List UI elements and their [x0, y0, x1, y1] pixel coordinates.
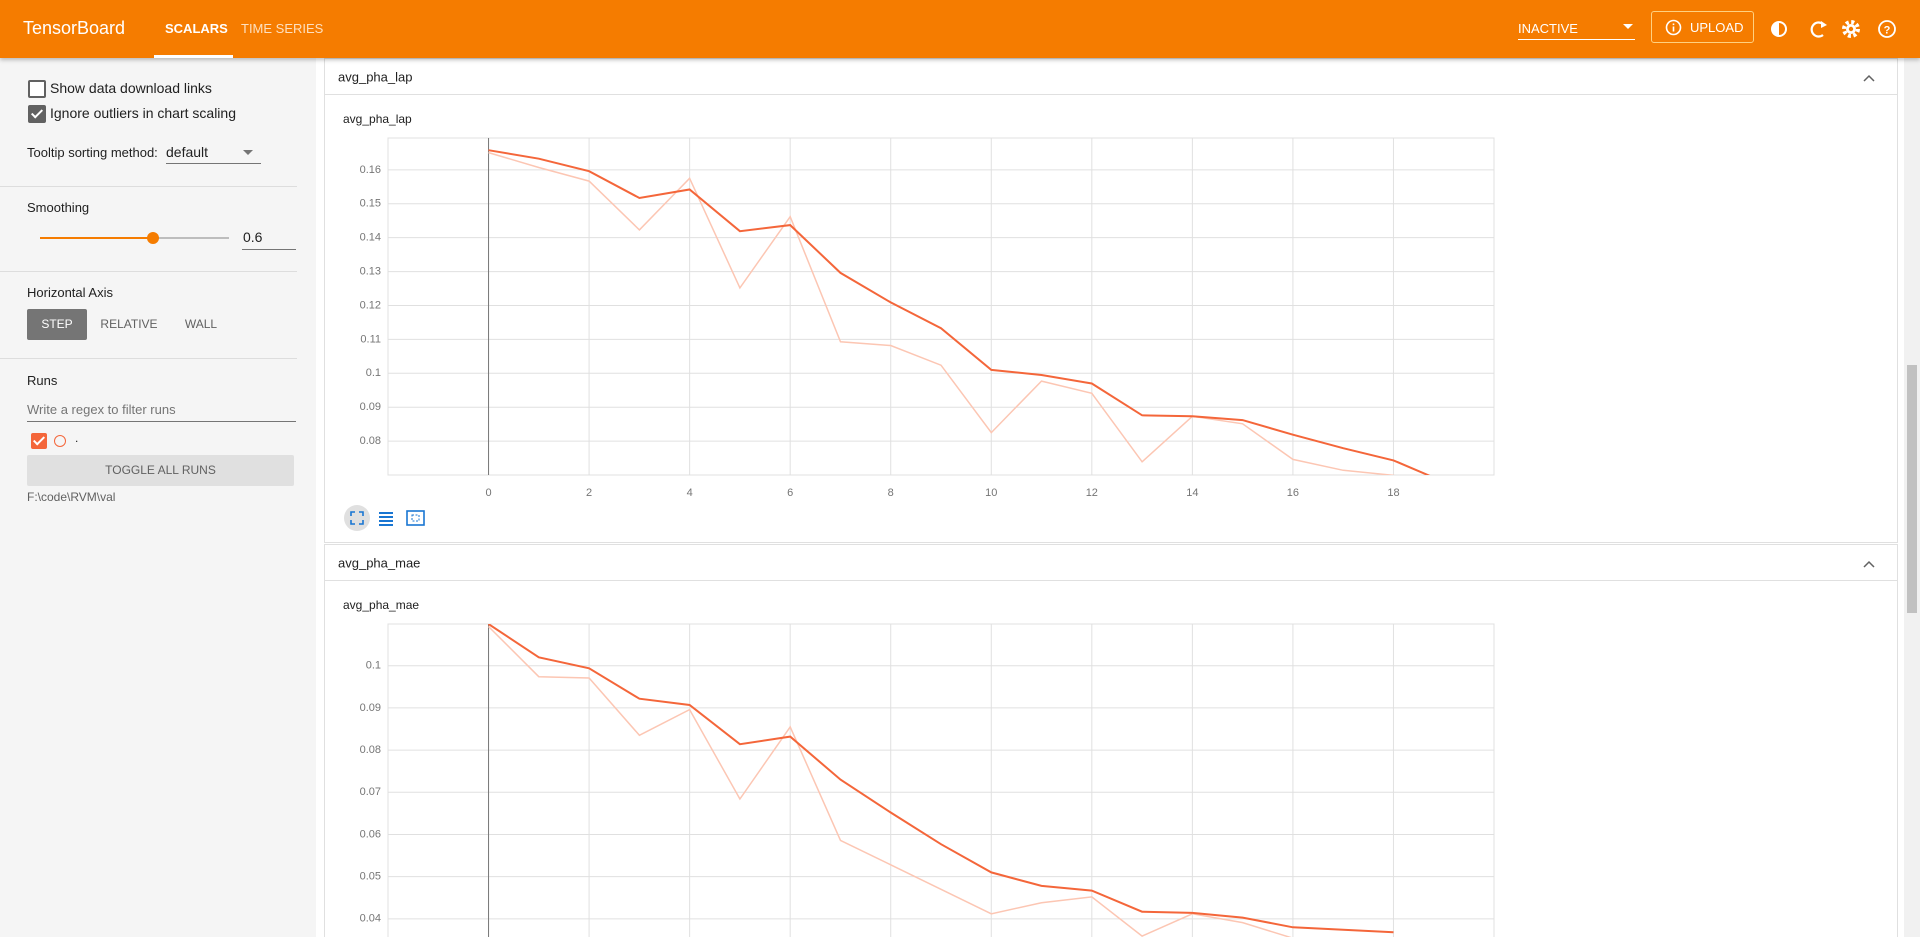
x-tick-label: 18: [1387, 487, 1399, 499]
y-tick-label: 0.11: [360, 333, 381, 345]
fit-domain-inner: [411, 514, 420, 522]
fit-domain-icon[interactable]: [406, 510, 425, 526]
y-tick-label: 0.16: [360, 164, 381, 176]
y-tick-label: 0.1: [366, 367, 381, 379]
x-tick-label: 6: [787, 487, 793, 499]
x-tick-label: 14: [1186, 487, 1198, 499]
x-tick-label: 12: [1086, 487, 1098, 499]
run-checkbox[interactable]: [31, 433, 47, 449]
checkbox[interactable]: [28, 80, 46, 98]
fullscreen-button[interactable]: [344, 505, 370, 531]
y-tick-label: 0.05: [360, 871, 381, 883]
panel-title: avg_pha_lap: [338, 69, 412, 84]
fullscreen-icon: [350, 511, 364, 525]
tab-indicator: [154, 55, 233, 58]
chart-title: avg_pha_lap: [343, 112, 412, 126]
collapse-icon[interactable]: [1863, 560, 1875, 568]
divider: [0, 358, 297, 359]
input-underline: [27, 421, 296, 422]
axis-button[interactable]: WALL: [184, 317, 218, 331]
logdir: F:\code\RVM\val: [27, 490, 116, 504]
y-tick-label: 0.04: [360, 913, 381, 925]
y-tick-label: 0.15: [360, 198, 381, 210]
tooltip-select[interactable]: default: [166, 144, 209, 160]
brand: TensorBoard: [23, 18, 126, 38]
toggle-button[interactable]: TOGGLE ALL RUNS: [27, 455, 294, 486]
select-underline: [1518, 39, 1635, 40]
axis-button[interactable]: RELATIVE: [100, 317, 158, 331]
y-tick-label: 0.1: [366, 660, 381, 672]
checkbox-label: Show data download links: [50, 80, 212, 96]
filter-input[interactable]: Write a regex to filter runs: [27, 402, 176, 417]
status-select[interactable]: INACTIVE: [1518, 21, 1578, 36]
series-line: [488, 149, 1431, 475]
panel: [324, 58, 1898, 543]
caret: [1623, 24, 1633, 29]
settings-icon[interactable]: [1842, 20, 1860, 38]
checkbox-label: Ignore outliers in chart scaling: [50, 105, 236, 121]
plot: [487, 624, 1394, 937]
y-tick-label: 0.06: [360, 828, 381, 840]
tab[interactable]: TIME SERIES: [241, 21, 324, 36]
slider-fill: [40, 237, 154, 239]
x-tick-label: 4: [687, 487, 693, 499]
toolbar-icons: ?: [1771, 20, 1896, 38]
top-bar: TensorBoard SCALARS TIME SERIES INACTIVE…: [0, 0, 1920, 58]
plot-frame: [387, 623, 1495, 937]
axis-button[interactable]: STEP: [27, 309, 87, 340]
panel-title: avg_pha_mae: [338, 555, 420, 570]
y-tick-label: 0.08: [360, 435, 381, 447]
chart-title: avg_pha_mae: [343, 598, 419, 612]
divider: [0, 186, 297, 187]
help-icon[interactable]: [1878, 20, 1896, 38]
tab[interactable]: SCALARS: [165, 21, 228, 36]
series-line: [488, 151, 1395, 475]
y-tick-label: 0.12: [360, 299, 381, 311]
data-table-icon[interactable]: [379, 512, 393, 526]
upload-label: UPLOAD: [1690, 20, 1744, 35]
plot: [488, 149, 1431, 475]
x-tick-label: 0: [485, 487, 491, 499]
y-tick-label: 0.13: [360, 265, 381, 277]
axis-label: Horizontal Axis: [27, 285, 113, 300]
x-tick-label: 10: [985, 487, 997, 499]
y-tick-label: 0.14: [360, 232, 381, 244]
run-name: .: [75, 431, 79, 445]
x-tick-label: 2: [586, 487, 592, 499]
run-color[interactable]: [54, 435, 66, 447]
svg-text:?: ?: [1884, 25, 1891, 37]
checkbox[interactable]: [28, 105, 46, 123]
series-line: [487, 624, 1394, 934]
select-underline: [166, 163, 261, 164]
tooltip-label: Tooltip sorting method:: [27, 145, 158, 160]
info-icon: [1665, 19, 1682, 36]
upload-button[interactable]: UPLOAD: [1651, 11, 1754, 43]
reload-icon[interactable]: [1810, 21, 1824, 38]
smoothing-label: Smoothing: [27, 200, 90, 215]
y-tick-label: 0.07: [360, 786, 381, 798]
x-tick-label: 8: [888, 487, 894, 499]
runs-label: Runs: [27, 373, 58, 388]
sidebar: Show data download links Ignore outliers…: [0, 58, 316, 937]
scroll-thumb[interactable]: [1907, 365, 1917, 613]
y-tick-label: 0.09: [360, 702, 381, 714]
panel: [324, 544, 1898, 937]
y-tick-label: 0.09: [360, 401, 381, 413]
divider: [0, 271, 297, 272]
series-line: [487, 625, 1292, 937]
x-tick-label: 16: [1287, 487, 1299, 499]
collapse-icon[interactable]: [1863, 74, 1875, 82]
smoothing-input[interactable]: 0.6: [243, 229, 263, 245]
input-underline: [242, 249, 296, 250]
y-tick-label: 0.08: [360, 744, 381, 756]
slider-thumb[interactable]: [147, 232, 160, 244]
plot-frame: [387, 137, 1495, 476]
caret: [243, 150, 253, 155]
